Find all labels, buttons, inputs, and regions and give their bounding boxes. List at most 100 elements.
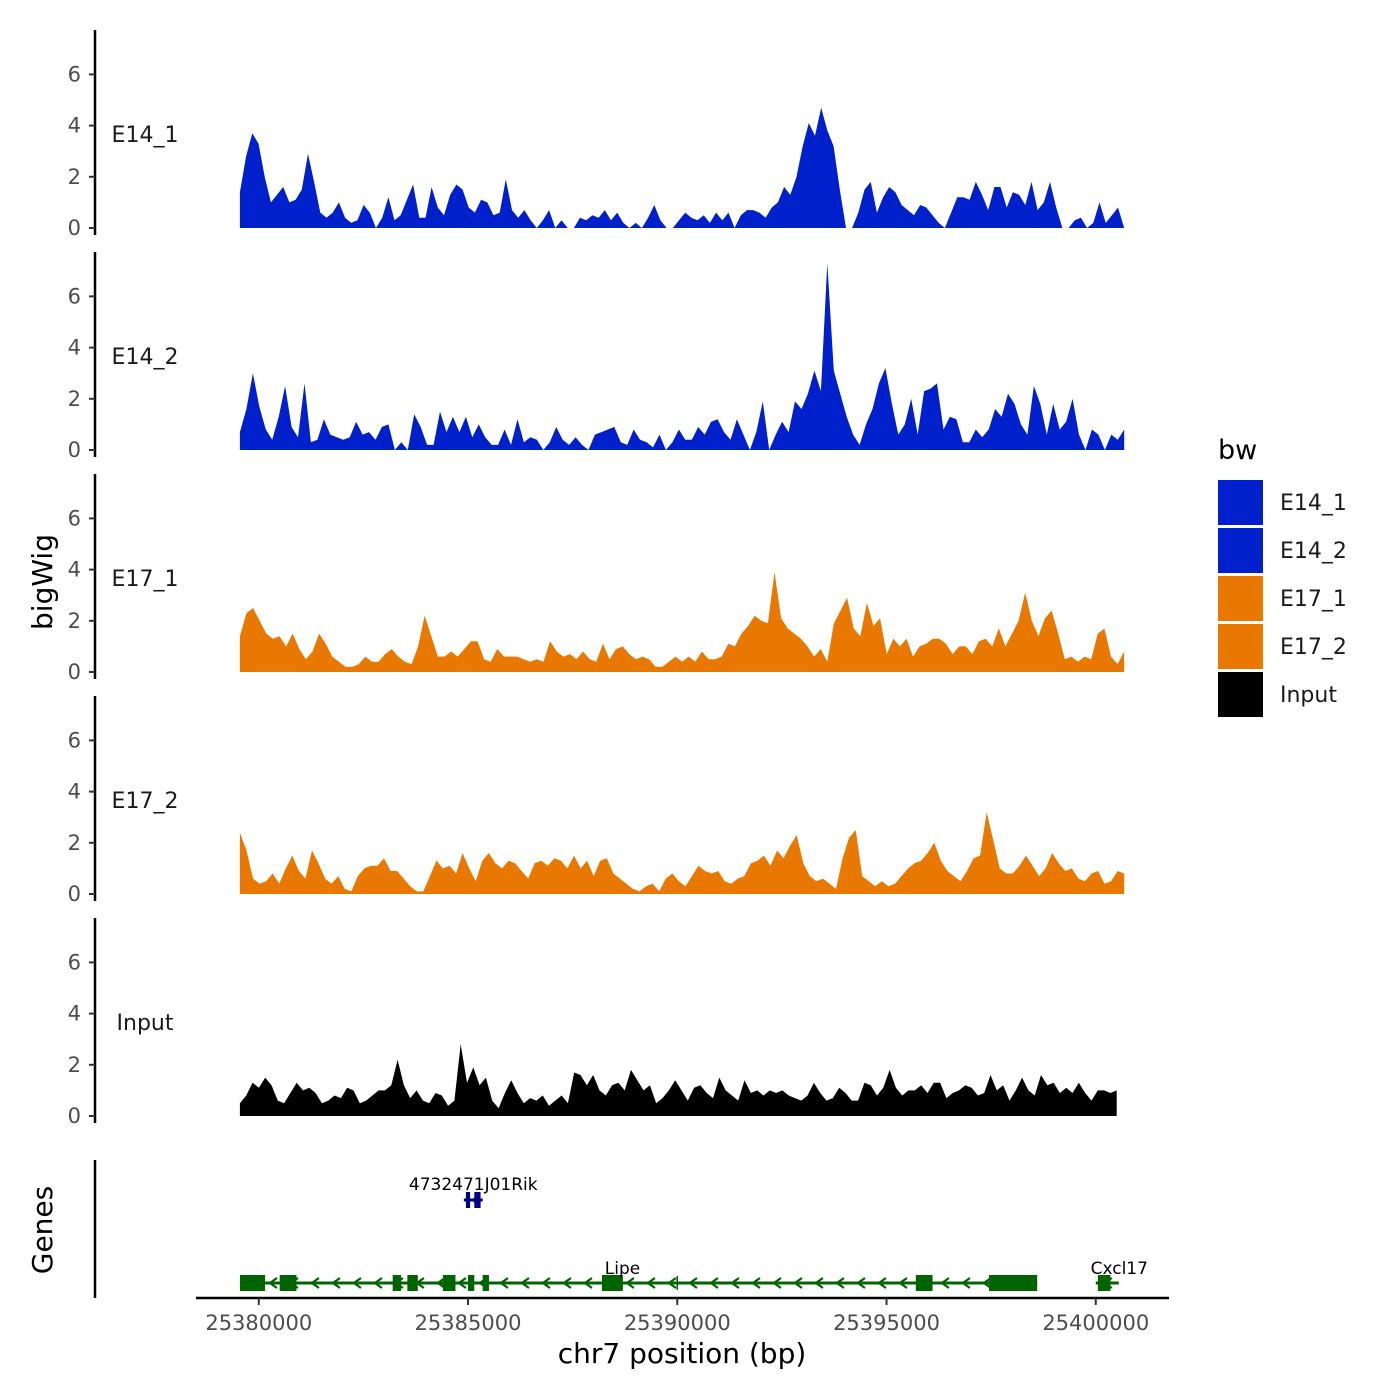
strand-arrow: [877, 1277, 887, 1289]
gene-exon: [1097, 1275, 1111, 1291]
y-tick-label: 2: [68, 831, 81, 855]
y-tick-label: 6: [68, 62, 81, 86]
gene-exon: [468, 1275, 475, 1291]
gene-cxcl17: Cxcl17: [1091, 1259, 1148, 1291]
strand-arrow: [982, 1277, 992, 1289]
strand-arrow: [814, 1277, 824, 1289]
strand-arrow: [793, 1277, 803, 1289]
track-label: Input: [117, 1011, 174, 1036]
gene-exon: [392, 1275, 402, 1291]
track-panel-input: 0 2 4 6 Input: [68, 918, 1117, 1128]
y-tick-label: 4: [68, 336, 81, 360]
legend-key-e17-1: [1218, 576, 1263, 621]
gene-exon: [239, 1275, 266, 1291]
signal-area-input: [239, 1044, 1117, 1116]
y-tick-label: 2: [68, 165, 81, 189]
legend-key-input: [1218, 672, 1263, 717]
strand-arrow: [310, 1277, 320, 1289]
strand-arrow: [751, 1277, 761, 1289]
strand-arrow: [268, 1277, 278, 1289]
y-tick-label: 0: [68, 438, 81, 462]
x-axis-title: chr7 position (bp): [558, 1337, 807, 1370]
signal-tracks: 0 2 4 6 E14_1 0 2 4 6 E14_2 0 2 4 6 E17_1 0 2 4 6 E17_2 0 2 4 6…: [68, 30, 1125, 1128]
track-label: E14_2: [112, 345, 179, 370]
gene-exon: [407, 1275, 418, 1291]
legend-label: E17_1: [1280, 587, 1347, 612]
gene-exon: [601, 1275, 623, 1291]
strand-arrow: [520, 1277, 530, 1289]
y-tick-label: 0: [68, 660, 81, 684]
gene-lipe: Lipe: [239, 1259, 1038, 1291]
x-tick-label: 25380000: [205, 1311, 312, 1335]
strand-arrow: [331, 1277, 341, 1289]
strand-arrow: [835, 1277, 845, 1289]
strand-arrow: [457, 1277, 467, 1289]
y-tick-label: 2: [68, 1053, 81, 1077]
strand-arrow: [646, 1277, 656, 1289]
track-panel-e17-1: 0 2 4 6 E17_1: [68, 474, 1125, 684]
strand-arrow: [541, 1277, 551, 1289]
y-tick-label: 4: [68, 780, 81, 804]
strand-arrow: [772, 1277, 782, 1289]
gene-exon: [442, 1275, 456, 1291]
gene-label: Cxcl17: [1091, 1259, 1148, 1279]
x-tick-label: 25390000: [624, 1311, 731, 1335]
strand-arrow: [625, 1277, 635, 1289]
legend-key-e14-2: [1218, 528, 1263, 573]
strand-arrow: [436, 1277, 446, 1289]
x-tick-label: 25400000: [1042, 1311, 1149, 1335]
gene-exon: [915, 1275, 933, 1291]
y-tick-label: 6: [68, 950, 81, 974]
track-label: E14_1: [112, 123, 179, 148]
strand-arrow: [961, 1277, 971, 1289]
y-tick-label: 6: [68, 728, 81, 752]
y-tick-label: 0: [68, 1104, 81, 1128]
legend-label: E17_2: [1280, 635, 1347, 660]
y-tick-label: 6: [68, 506, 81, 530]
strand-arrow: [730, 1277, 740, 1289]
strand-arrow: [583, 1277, 593, 1289]
x-axis: 25380000 25385000 25390000 25395000 25400000: [196, 1296, 1169, 1335]
x-tick-label: 25395000: [833, 1311, 940, 1335]
strand-arrow: [352, 1277, 362, 1289]
signal-area-e17-1: [239, 572, 1125, 672]
gene-exon: [989, 1275, 1038, 1291]
signal-area-e14-2: [239, 263, 1125, 450]
strand-arrow: [898, 1277, 908, 1289]
gene-exon: [465, 1192, 471, 1208]
track-label: E17_1: [112, 567, 179, 592]
strand-arrow: [373, 1277, 383, 1289]
y-tick-label: 4: [68, 1002, 81, 1026]
y-tick-label: 2: [68, 609, 81, 633]
legend-label: Input: [1280, 683, 1337, 708]
y-tick-label: 0: [68, 216, 81, 240]
genes-track-title: Genes: [26, 1186, 59, 1274]
gene-4732471j01rik: 4732471J01Rik: [409, 1175, 538, 1208]
signal-area-e17-2: [239, 812, 1125, 894]
track-panel-e17-2: 0 2 4 6 E17_2: [68, 696, 1125, 906]
legend-key-e14-1: [1218, 480, 1263, 525]
gene-exon: [474, 1192, 481, 1208]
strand-arrow: [856, 1277, 866, 1289]
strand-arrow: [688, 1277, 698, 1289]
y-tick-label: 4: [68, 558, 81, 582]
y-axis-title: bigWig: [26, 534, 59, 630]
strand-arrow: [940, 1277, 950, 1289]
legend-label: E14_1: [1280, 491, 1347, 516]
legend-label: E14_2: [1280, 539, 1347, 564]
gene-exon: [279, 1275, 297, 1291]
track-panel-e14-1: 0 2 4 6 E14_1: [68, 30, 1125, 240]
track-panel-e14-2: 0 2 4 6 E14_2: [68, 252, 1125, 462]
strand-arrow: [499, 1277, 509, 1289]
gene-exon: [482, 1275, 489, 1291]
strand-arrow: [667, 1277, 677, 1289]
legend-key-e17-2: [1218, 624, 1263, 669]
legend: bw E14_1 E14_2 E17_1 E17_2 Input: [1218, 435, 1347, 717]
y-tick-label: 4: [68, 114, 81, 138]
legend-title: bw: [1218, 435, 1257, 466]
gene-label: 4732471J01Rik: [409, 1175, 538, 1195]
x-tick-label: 25385000: [415, 1311, 522, 1335]
strand-arrow: [562, 1277, 572, 1289]
y-tick-label: 6: [68, 284, 81, 308]
